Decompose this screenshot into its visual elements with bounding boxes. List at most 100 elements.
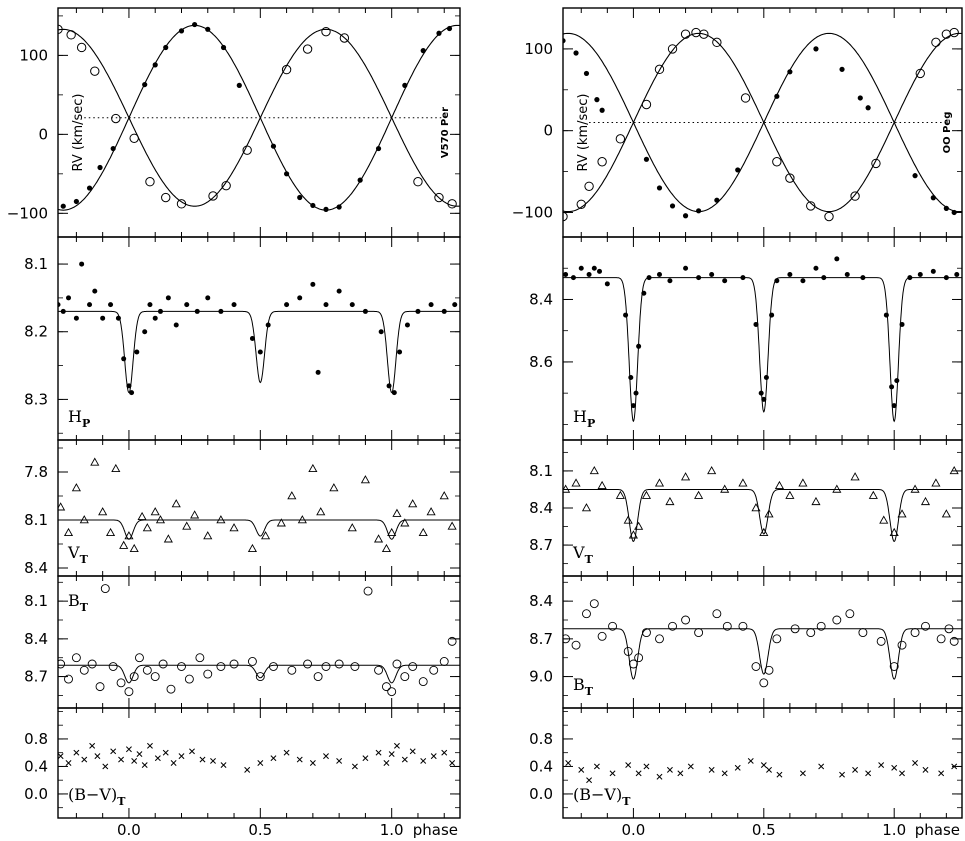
bv-point bbox=[635, 770, 642, 777]
v570-per-hp-plot-area bbox=[58, 261, 460, 396]
vt-point bbox=[931, 478, 941, 487]
hp-point bbox=[656, 271, 662, 277]
hp-point bbox=[257, 349, 263, 355]
bv-point bbox=[73, 749, 80, 756]
hp-point bbox=[683, 265, 689, 271]
light-curve-model bbox=[563, 277, 962, 423]
bv-point bbox=[420, 757, 427, 764]
vt-point bbox=[373, 534, 384, 543]
primary-rv-point bbox=[73, 198, 79, 205]
bv-point bbox=[625, 762, 632, 769]
secondary-rv-point bbox=[242, 145, 252, 155]
y-tick-label: 8.4 bbox=[24, 559, 48, 577]
bv-point bbox=[199, 756, 206, 763]
bv-point bbox=[760, 762, 767, 769]
hp-point bbox=[800, 278, 806, 284]
bt-point bbox=[350, 662, 360, 671]
bt-point bbox=[897, 640, 907, 650]
primary-rv-point bbox=[86, 185, 93, 191]
vt-panel-label: VT bbox=[67, 543, 89, 566]
hp-point bbox=[769, 312, 775, 318]
vt-point bbox=[764, 509, 774, 518]
bt-point bbox=[229, 659, 239, 669]
hp-point bbox=[907, 275, 913, 281]
bv-point bbox=[375, 749, 382, 756]
vt-point bbox=[297, 515, 307, 524]
primary-rv-point bbox=[774, 93, 780, 99]
bt-point bbox=[910, 628, 920, 638]
vt-point bbox=[681, 472, 691, 481]
bv-point bbox=[81, 756, 88, 763]
secondary-rv-point bbox=[667, 44, 678, 54]
vt-point bbox=[941, 509, 951, 518]
v570-per-bv-panel: 0.8 0.4 0.0 (B−V)T bbox=[24, 707, 461, 819]
oo-peg-vt-plot-area bbox=[563, 465, 962, 543]
bv-point bbox=[136, 751, 143, 758]
y-tick-label: 0.8 bbox=[24, 730, 48, 748]
bt-point bbox=[100, 584, 110, 594]
bt-point bbox=[418, 677, 428, 687]
vt-point bbox=[910, 484, 920, 493]
vt-point bbox=[247, 543, 257, 553]
vt-point bbox=[79, 515, 89, 524]
bv-point bbox=[210, 757, 216, 764]
bt-point bbox=[563, 634, 571, 644]
hp-point bbox=[142, 329, 148, 335]
bt-point bbox=[87, 659, 97, 669]
hp-point bbox=[889, 384, 895, 390]
hp-point bbox=[821, 275, 827, 281]
bv-point bbox=[58, 753, 64, 760]
primary-rv-point bbox=[192, 21, 198, 28]
vt-point bbox=[920, 496, 931, 506]
vt-point bbox=[308, 463, 318, 473]
bv-point bbox=[65, 760, 72, 766]
secondary-rv-point bbox=[712, 37, 722, 48]
v570-per-bv-frame bbox=[57, 707, 461, 819]
secondary-rv-point bbox=[90, 66, 100, 76]
vt-point bbox=[381, 543, 391, 553]
y-tick-label: 8.7 bbox=[529, 536, 553, 554]
primary-rv-point bbox=[563, 38, 566, 44]
hp-point bbox=[310, 281, 316, 287]
y-tick-label: 8.1 bbox=[24, 592, 48, 610]
light-curve-model bbox=[58, 310, 460, 394]
bv-point bbox=[578, 766, 585, 773]
primary-rv-point bbox=[402, 82, 408, 88]
hp-point bbox=[397, 349, 403, 355]
bt-point bbox=[79, 665, 89, 675]
bt-point bbox=[64, 674, 73, 684]
hp-point bbox=[58, 302, 61, 308]
star-name-label: V570 Per bbox=[440, 107, 451, 158]
hp-point bbox=[134, 349, 140, 355]
bt-point bbox=[195, 653, 205, 663]
vt-point bbox=[203, 531, 213, 540]
secondary-rv-point bbox=[221, 180, 231, 191]
primary-rv-point bbox=[594, 97, 600, 103]
bv-point bbox=[865, 770, 872, 777]
bt-point bbox=[806, 628, 816, 638]
hp-point bbox=[323, 302, 329, 308]
vt-point bbox=[889, 527, 899, 536]
oo-peg-bv-plot-area bbox=[565, 757, 958, 784]
secondary-rv-point bbox=[691, 27, 701, 38]
secondary-rv-point bbox=[584, 181, 594, 191]
bv-point bbox=[154, 755, 161, 762]
light-curve-model bbox=[58, 519, 460, 540]
hp-point bbox=[60, 308, 66, 314]
bt-point bbox=[921, 621, 930, 631]
hp-point bbox=[774, 278, 780, 284]
y-tick-label: 0.4 bbox=[24, 757, 48, 775]
y-tick-label: 9.0 bbox=[529, 668, 553, 686]
hp-point bbox=[641, 290, 647, 296]
vt-point bbox=[597, 480, 607, 489]
vt-point bbox=[707, 465, 717, 475]
hp-point bbox=[173, 322, 179, 328]
bv-point bbox=[891, 764, 898, 771]
bt-point bbox=[668, 621, 677, 631]
hp-point bbox=[165, 295, 171, 301]
secondary-rv-point bbox=[824, 211, 834, 222]
bt-point bbox=[142, 665, 152, 675]
bv-point bbox=[912, 760, 919, 766]
hp-point bbox=[860, 275, 866, 281]
